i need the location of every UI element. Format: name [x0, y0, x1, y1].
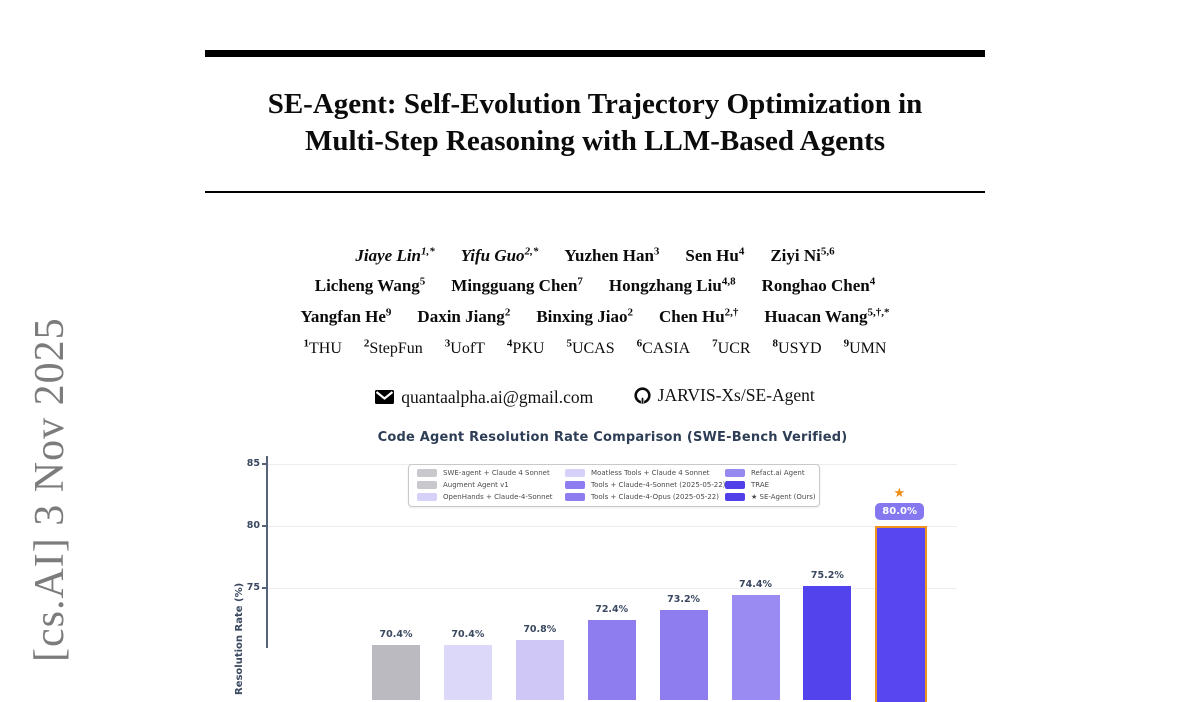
affiliation-list: 1THU 2StepFun 3UofT 4PKU 5UCAS 6CASIA 7UCR 8USY…	[105, 338, 1085, 358]
legend-swatch	[417, 493, 437, 501]
author-name: Daxin Jiang2	[417, 306, 511, 326]
affiliation-item: 7UCR	[712, 338, 751, 358]
legend-swatch	[417, 469, 437, 477]
author-name: Ronghao Chen4	[761, 275, 876, 296]
author-name: Mingguang Chen7	[451, 275, 583, 296]
legend-label: OpenHands + Claude-4-Sonnet	[443, 492, 553, 501]
bar-70.8%	[515, 640, 564, 700]
author-name: Hongzhang Liu4,8	[608, 275, 736, 296]
author-name: Yifu Guo2,*	[460, 245, 539, 265]
affiliation-item: 1THU	[303, 338, 342, 358]
affiliation-item: 9UMN	[843, 338, 887, 358]
legend-swatch	[417, 481, 437, 489]
y-tick-80	[262, 524, 268, 527]
y-tick-label-75: 75	[246, 582, 260, 593]
author-name: Licheng Wang5	[314, 275, 426, 296]
legend-label: TRAE	[751, 480, 770, 489]
paper-title: SE-Agent: Self-Evolution Trajectory Opti…	[205, 86, 985, 160]
author-name: Yangfan He9	[300, 306, 392, 326]
y-axis-line	[266, 456, 268, 648]
author-name: Binxing Jiao2	[536, 306, 633, 326]
bar-75.2%	[803, 585, 852, 700]
highlight-star-icon: ★	[893, 485, 906, 501]
affiliation-item: 6CASIA	[636, 338, 691, 358]
author-name: Sen Hu4	[685, 245, 745, 265]
email-text: quantaalpha.ai@gmail.com	[401, 386, 594, 407]
bar-73.2%	[659, 610, 708, 700]
legend-swatch	[725, 469, 745, 477]
chart-legend: SWE-agent + Claude 4 Sonnet Augment Agent…	[408, 464, 820, 507]
bar-value-label: 73.2%	[667, 594, 701, 606]
contact-line: quantaalpha.ai@gmail.com JARVIS-Xs/SE-Ag…	[105, 385, 1085, 409]
y-axis-label: Resolution Rate (%)	[234, 582, 245, 695]
y-tick-85	[262, 462, 268, 465]
bar-70.4%	[372, 645, 420, 700]
bar-70.4%	[443, 645, 492, 700]
author-list: Jiaye Lin1,* Yifu Guo2,* Yuzhen Han3 Sen Hu…	[105, 238, 1085, 330]
legend-swatch	[565, 481, 585, 489]
bar-value-label: 75.2%	[810, 569, 844, 581]
affiliation-item: 2StepFun	[363, 338, 423, 358]
legend-label: Refact.ai Agent	[751, 468, 805, 477]
email-link[interactable]: quantaalpha.ai@gmail.com	[375, 387, 593, 408]
affiliation-item: 8USYD	[772, 338, 822, 358]
bar-value-label: 72.4%	[595, 604, 629, 616]
bar-72.4%	[587, 620, 636, 700]
author-name: Yuzhen Han3	[564, 245, 660, 265]
author-name: Huacan Wang5,†,*	[764, 306, 890, 326]
author-row: Yangfan He9 Daxin Jiang2 Binxing Jiao2 Chen…	[105, 299, 1085, 330]
affiliation-item: 4PKU	[506, 338, 545, 358]
y-tick-label-80: 80	[246, 519, 260, 531]
legend-label: Moatless Tools + Claude 4 Sonnet	[591, 468, 710, 477]
author-name: Ziyi Ni5,6	[770, 245, 835, 265]
github-icon	[634, 387, 651, 404]
highlight-value-badge: 80.0%	[875, 502, 924, 520]
title-rule-top	[205, 50, 985, 57]
y-tick-75	[262, 587, 268, 589]
envelope-icon	[375, 390, 395, 404]
chart-title: Code Agent Resolution Rate Comparison (S…	[377, 430, 848, 445]
author-name: Jiaye Lin1,*	[355, 245, 435, 265]
legend-label: Augment Agent v1	[443, 480, 509, 489]
title-rule-bottom	[205, 191, 985, 193]
gridline-80	[268, 525, 957, 527]
legend-label: Tools + Claude-4-Sonnet (2025-05-22)	[591, 480, 726, 489]
bar-value-label: 70.4%	[451, 629, 485, 641]
legend-label: ★ SE-Agent (Ours)	[751, 492, 816, 501]
legend-swatch	[565, 493, 585, 501]
legend-label: Tools + Claude-4-Opus (2025-05-22)	[591, 492, 719, 501]
gridline-85	[268, 463, 957, 465]
author-row: Jiaye Lin1,* Yifu Guo2,* Yuzhen Han3 Sen Hu…	[105, 238, 1085, 269]
bar-value-label: 70.8%	[523, 624, 557, 636]
bar-80.0%	[875, 525, 928, 702]
legend-swatch	[565, 469, 585, 477]
author-name: Chen Hu2,†	[658, 306, 739, 326]
legend-swatch	[725, 493, 745, 501]
github-link[interactable]: JARVIS-Xs/SE-Agent	[634, 385, 815, 406]
gridline-75	[268, 588, 957, 589]
bar-value-label: 70.4%	[379, 629, 413, 641]
y-tick-label-85: 85	[246, 457, 260, 469]
arxiv-sidebar-text: [cs.AI] 3 Nov 2025	[27, 317, 73, 662]
paper-title-line1: SE-Agent: Self-Evolution Trajectory Opti…	[267, 88, 923, 120]
paper-title-line2: Multi-Step Reasoning with LLM-Based Agen…	[304, 125, 886, 157]
affiliation-item: 5UCAS	[566, 338, 615, 358]
legend-swatch	[725, 481, 745, 489]
legend-label: SWE-agent + Claude 4 Sonnet	[443, 468, 550, 477]
affiliation-item: 3UofT	[444, 338, 485, 358]
author-row: Licheng Wang5 Mingguang Chen7 Hongzhang Li…	[105, 269, 1085, 300]
github-repo-text: JARVIS-Xs/SE-Agent	[657, 385, 815, 405]
bar-value-label: 74.4%	[739, 579, 772, 591]
